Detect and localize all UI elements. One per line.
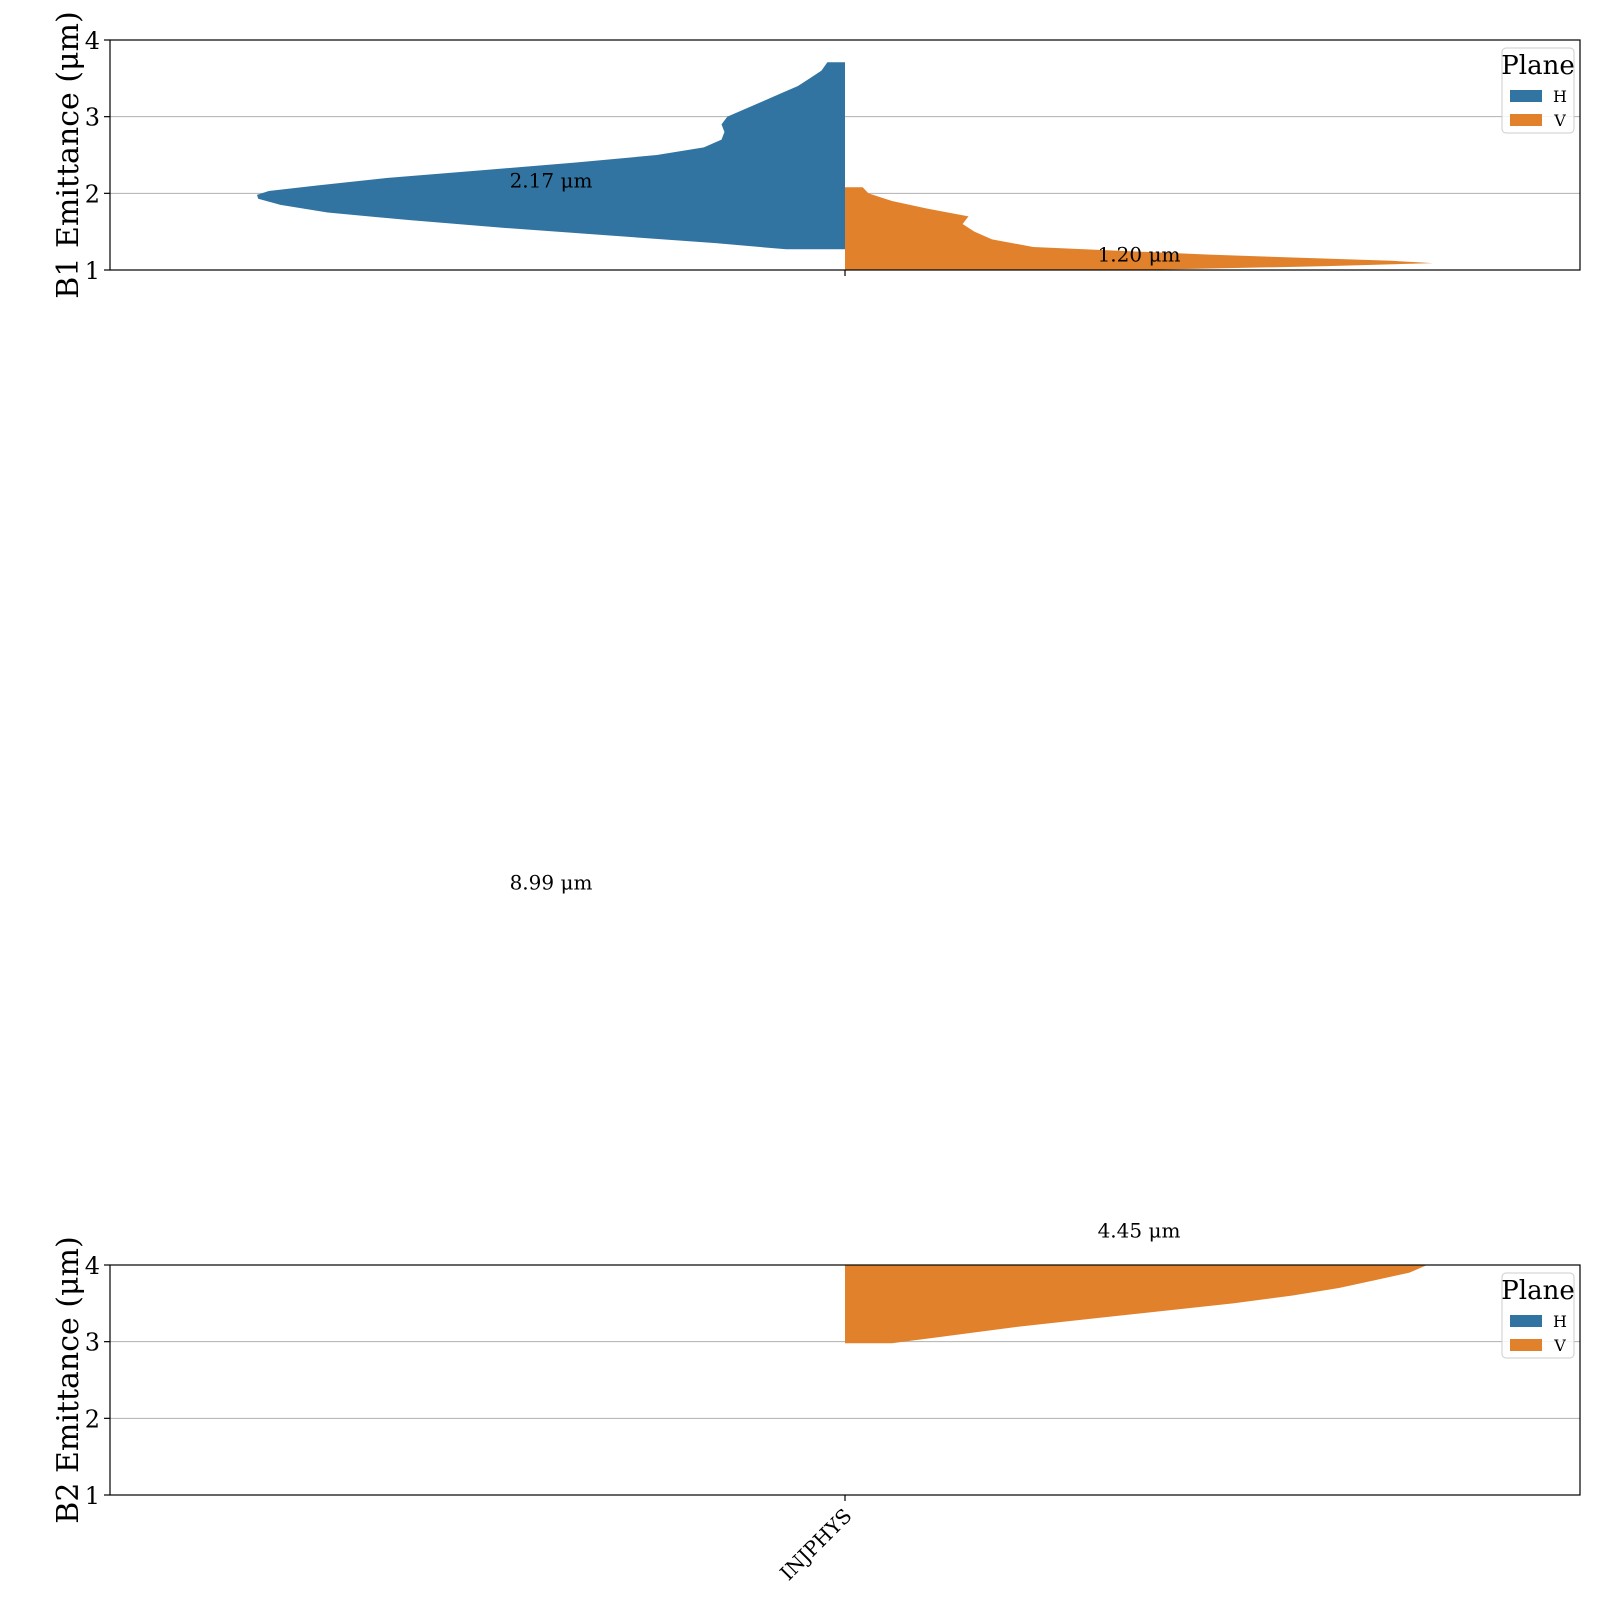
legend-swatch-V (1510, 1339, 1542, 1351)
value-annotation-H: 8.99 μm (510, 870, 593, 894)
value-annotation-V: 1.20 μm (1098, 243, 1181, 267)
violins (257, 62, 1433, 270)
value-annotation-H: 2.17 μm (510, 168, 593, 192)
y-tick-label: 4 (85, 27, 100, 55)
x-tick-label: INJPHYS (775, 1504, 856, 1585)
panel-2: 1 2 3 4B2 Emittance (μm) 8.99 μm 4.45 μm Plane… (51, 870, 1581, 1524)
legend-label-H: H (1553, 87, 1567, 106)
y-tick-label: 1 (85, 257, 100, 285)
panel-1: 1 2 3 4B1 Emittance (μm) 2.17 μm 1.20 μm Plane… (51, 11, 1581, 299)
legend: Plane HV (1501, 1272, 1575, 1359)
legend-swatch-H (1510, 1315, 1542, 1327)
legend-label-V: V (1553, 111, 1566, 130)
y-axis-label: B1 Emittance (μm) (51, 11, 86, 298)
legend-title: Plane (1501, 1276, 1574, 1306)
y-tick-label: 2 (85, 1405, 100, 1433)
legend: Plane HV (1501, 47, 1575, 134)
legend-swatch-V (1510, 114, 1542, 126)
y-tick-label: 2 (85, 180, 100, 208)
violin-V (845, 187, 1433, 270)
violin-V (845, 1265, 1428, 1344)
y-tick-label: 3 (85, 104, 100, 132)
y-tick-label: 3 (85, 1329, 100, 1357)
legend-swatch-H (1510, 90, 1542, 102)
y-tick-label: 1 (85, 1482, 100, 1510)
legend-title: Plane (1501, 51, 1574, 81)
violins (845, 1265, 1428, 1344)
legend-label-V: V (1553, 1336, 1566, 1355)
y-axis-label: B2 Emittance (μm) (51, 1236, 86, 1523)
value-annotation-V: 4.45 μm (1098, 1219, 1181, 1243)
y-tick-label: 4 (85, 1252, 100, 1280)
legend-label-H: H (1553, 1312, 1567, 1331)
violin-H (257, 62, 845, 250)
